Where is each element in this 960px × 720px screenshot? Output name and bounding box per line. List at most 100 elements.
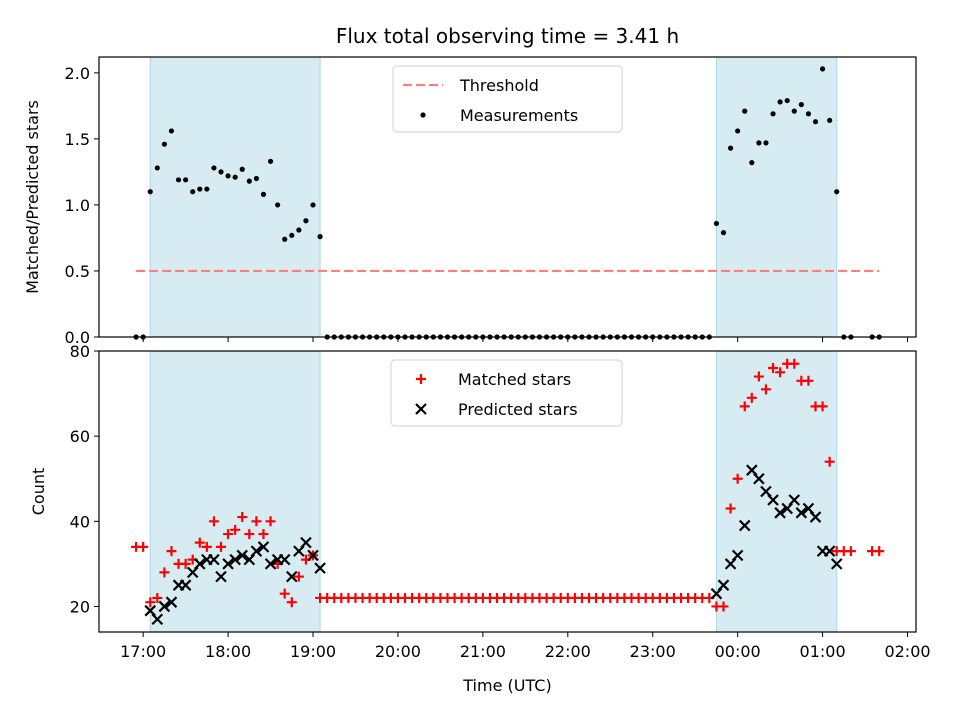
predicted-star-point — [738, 519, 751, 532]
shaded-region-2 — [715, 56, 838, 338]
measurement-point — [183, 177, 189, 183]
shaded-region-2 — [715, 350, 838, 633]
legend-box — [390, 359, 623, 427]
legend-label: Threshold — [459, 76, 539, 95]
legend-label: Predicted stars — [458, 400, 578, 419]
measurement-point — [289, 232, 295, 238]
measurement-point — [784, 97, 790, 104]
measurement-point — [834, 189, 840, 195]
matched-star-point — [145, 597, 156, 608]
x-tick-label: 17:00 — [120, 642, 166, 661]
measurement-point — [812, 119, 819, 125]
matched-star-point — [230, 524, 241, 535]
measurement-point — [239, 166, 245, 172]
predicted-star-point — [215, 570, 227, 583]
matched-star-point — [180, 558, 191, 569]
predicted-star-point — [731, 549, 744, 562]
plot-frame — [98, 56, 917, 338]
bottom-plot: 20 40 60 80 17:00 18:00 19:00 20:00 21:00 22:00 23… — [29, 342, 931, 695]
matched-star-point — [760, 384, 771, 395]
matched-star-point — [208, 516, 219, 527]
measurement-point — [317, 234, 323, 240]
measurement-point — [805, 111, 812, 117]
legend-label: Matched stars — [458, 370, 571, 389]
predicted-star-point — [250, 545, 263, 557]
matched-star-point — [824, 456, 835, 467]
matched-star-point — [251, 516, 262, 527]
predicted-star-point — [830, 558, 843, 570]
predicted-star-point — [753, 472, 765, 485]
legend-matched-swatch — [416, 374, 426, 384]
matched-star-point — [201, 541, 212, 552]
legend-box — [392, 65, 623, 133]
matched-star-point — [874, 546, 885, 557]
y-tick-label: 0.0 — [65, 328, 90, 347]
shaded-region-1 — [149, 56, 321, 338]
predicted-star-point — [300, 536, 312, 549]
matched-star-point — [768, 363, 779, 374]
matched-star-point — [817, 401, 828, 412]
measurement-point — [310, 202, 316, 208]
matched-star-point — [845, 546, 856, 557]
chart-title: Flux total observing time = 3.41 h — [336, 24, 679, 48]
measurement-point — [827, 117, 833, 123]
matched-star-point — [159, 567, 170, 578]
predicted-star-point — [767, 494, 779, 506]
matched-star-point — [725, 503, 736, 514]
matched-star-point — [789, 358, 800, 369]
legend-label: Measurements — [460, 106, 578, 125]
measurement-point — [720, 230, 727, 236]
legend-predicted-swatch — [415, 403, 427, 415]
predicted-star-point — [222, 558, 234, 570]
y-tick-label: 40 — [70, 512, 90, 531]
measurement-point — [763, 140, 769, 146]
measurement-point — [777, 99, 783, 105]
y-tick-label: 60 — [70, 427, 90, 446]
legend: Threshold Measurements — [392, 65, 623, 133]
measurement-point — [211, 165, 217, 171]
x-tick-label: 18:00 — [205, 642, 251, 661]
measurement-point — [727, 145, 734, 151]
measurement-point — [246, 178, 252, 184]
top-plot: 0.0 0.5 1.0 1.5 2.0 Matched/Predicted stars Fl… — [23, 24, 917, 347]
measurement-point — [168, 128, 175, 134]
matched-star-point — [803, 375, 814, 386]
matched-star-point — [775, 367, 786, 378]
matched-star-point — [138, 541, 149, 552]
x-tick-label: 20:00 — [375, 642, 421, 661]
y-axis-label: Count — [29, 468, 48, 516]
predicted-star-point — [278, 553, 291, 566]
matched-star-point — [152, 592, 163, 603]
measurement-point — [267, 158, 274, 164]
predicted-star-point — [151, 613, 164, 626]
plot-frame — [98, 350, 917, 633]
measurement-point — [161, 141, 167, 147]
measurement-point — [713, 220, 720, 227]
measurement-point — [770, 111, 776, 117]
predicted-star-point — [257, 541, 270, 553]
measurement-point — [275, 202, 281, 208]
series-predicted-stars — [144, 464, 843, 626]
matched-star-point — [746, 392, 757, 403]
y-tick-label: 0.5 — [65, 262, 90, 281]
matched-star-point — [166, 546, 177, 557]
matched-star-point — [739, 401, 750, 412]
predicted-star-point — [165, 596, 178, 608]
legend-measurement-swatch — [420, 112, 426, 118]
predicted-star-point — [194, 558, 206, 570]
predicted-star-point — [774, 507, 786, 519]
x-tick-label: 00:00 — [715, 642, 761, 661]
predicted-star-point — [236, 549, 249, 562]
legend: Matched stars Predicted stars — [390, 359, 623, 427]
x-tick-label: 01:00 — [800, 642, 846, 661]
measurement-point — [791, 108, 797, 114]
matched-star-point — [258, 529, 269, 540]
matched-star-point — [237, 512, 248, 523]
measurement-point — [756, 140, 762, 146]
matched-star-point — [194, 537, 205, 548]
matched-star-point — [244, 529, 255, 540]
y-tick-label: 1.0 — [65, 196, 90, 215]
x-tick-label: 23:00 — [630, 642, 676, 661]
y-tick-label: 20 — [70, 597, 90, 616]
